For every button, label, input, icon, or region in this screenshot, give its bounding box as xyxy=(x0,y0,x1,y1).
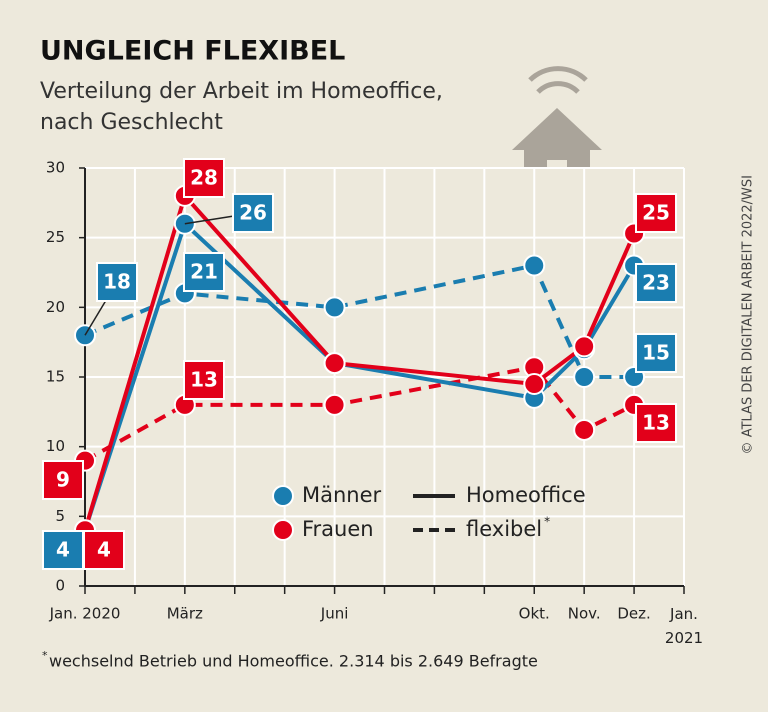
y-tick-label: 10 xyxy=(46,437,65,455)
legend-label: Männer xyxy=(302,483,382,507)
data-point xyxy=(523,254,546,277)
legend-label: flexibel xyxy=(466,517,542,541)
subtitle: Verteilung der Arbeit im Homeoffice, xyxy=(40,79,443,104)
data-point xyxy=(573,335,596,358)
data-label: 25 xyxy=(642,201,670,225)
data-label: 21 xyxy=(190,260,218,284)
data-point xyxy=(573,418,596,441)
series-line xyxy=(83,220,636,531)
legend-note-mark: * xyxy=(544,515,550,529)
data-label: 15 xyxy=(642,341,670,365)
y-tick-label: 25 xyxy=(46,228,65,246)
data-label: 4 xyxy=(97,538,111,562)
data-label: 26 xyxy=(239,201,267,225)
data-label: 23 xyxy=(642,271,670,295)
source: © ATLAS DER DIGITALEN ARBEIT 2022/WSI xyxy=(741,175,756,454)
x-tick-label: Jan. 2021 xyxy=(665,605,703,647)
y-tick-label: 0 xyxy=(55,577,65,595)
label-box xyxy=(635,403,677,443)
x-tick-label: Dez. xyxy=(617,605,650,623)
series-line xyxy=(84,365,635,463)
legend-marker xyxy=(272,485,294,507)
data-label: 18 xyxy=(103,270,131,294)
label-box xyxy=(42,460,84,500)
chart-title: UNGLEICH FLEXIBEL xyxy=(40,36,345,67)
series-line xyxy=(83,191,636,531)
y-tick-label: 5 xyxy=(55,507,65,525)
data-point xyxy=(323,352,346,375)
x-tick-label: Jan. 2020 xyxy=(49,605,121,623)
x-tick-label: Okt. xyxy=(519,605,550,623)
data-point xyxy=(323,296,346,319)
x-tick-label: März xyxy=(167,605,203,623)
footnote-mark: * xyxy=(42,649,48,662)
footnote: wechselnd Betrieb und Homeoffice. 2.314 … xyxy=(49,652,538,671)
label-box xyxy=(635,333,677,373)
label-box xyxy=(635,193,677,233)
label-box xyxy=(183,252,225,292)
label-box xyxy=(635,263,677,303)
x-tick-label: Nov. xyxy=(568,605,601,623)
data-label: 28 xyxy=(190,166,218,190)
legend-label: Frauen xyxy=(302,517,374,541)
legend-label: Homeoffice xyxy=(466,483,586,507)
legend-marker xyxy=(272,519,294,541)
data-label: 4 xyxy=(56,538,70,562)
data-point xyxy=(523,372,546,395)
data-point xyxy=(323,393,346,416)
data-label: 13 xyxy=(642,411,670,435)
y-tick-label: 30 xyxy=(46,159,65,177)
label-box xyxy=(232,193,274,233)
series-line xyxy=(84,263,635,379)
y-tick-label: 20 xyxy=(46,298,65,316)
label-box xyxy=(83,530,125,570)
data-label: 9 xyxy=(56,468,70,492)
subtitle: nach Geschlecht xyxy=(40,110,223,135)
label-box xyxy=(183,360,225,400)
label-box xyxy=(96,262,138,302)
label-box xyxy=(183,158,225,198)
y-tick-label: 15 xyxy=(46,368,65,386)
data-label: 13 xyxy=(190,368,218,392)
x-tick-label: Juni xyxy=(320,605,349,623)
data-point xyxy=(573,366,596,388)
